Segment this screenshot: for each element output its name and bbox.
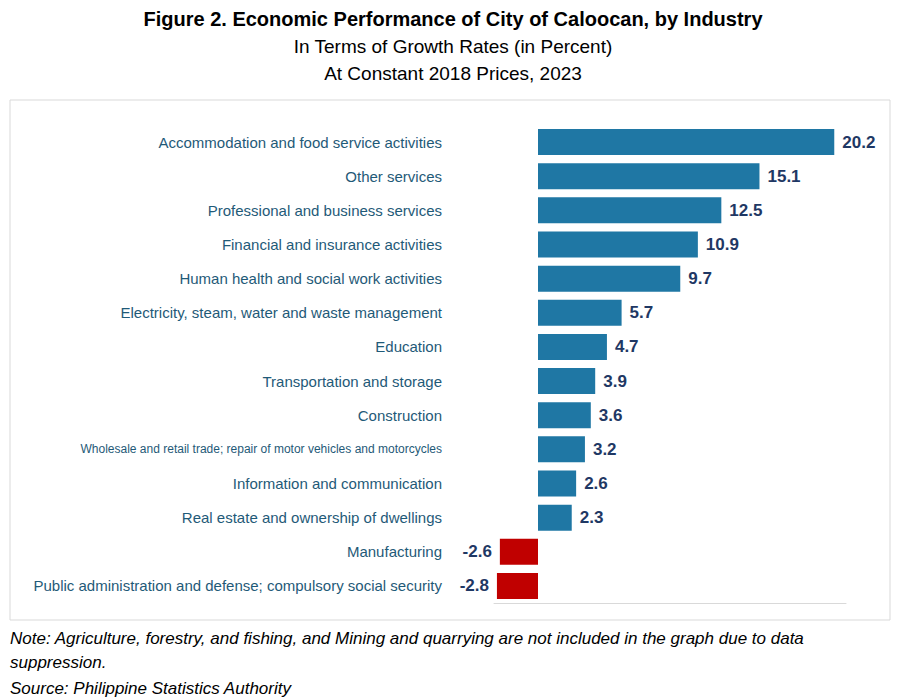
svg-text:12.5: 12.5 xyxy=(729,201,762,220)
svg-text:10.9: 10.9 xyxy=(706,235,739,254)
svg-text:Professional and business serv: Professional and business services xyxy=(208,202,442,219)
svg-text:Manufacturing: Manufacturing xyxy=(347,543,442,560)
svg-text:-2.8: -2.8 xyxy=(460,576,489,595)
svg-text:Public administration and defe: Public administration and defense; compu… xyxy=(33,577,442,594)
svg-text:Wholesale and retail trade; re: Wholesale and retail trade; repair of mo… xyxy=(81,442,443,456)
svg-text:Accommodation and food service: Accommodation and food service activitie… xyxy=(159,134,442,151)
svg-text:2.6: 2.6 xyxy=(584,474,608,493)
svg-text:Real estate and ownership of d: Real estate and ownership of dwellings xyxy=(182,509,442,526)
svg-text:Figure 2. Economic Performance: Figure 2. Economic Performance of City o… xyxy=(143,8,763,30)
svg-text:Education: Education xyxy=(375,338,442,355)
svg-text:Electricity, steam, water and: Electricity, steam, water and waste mana… xyxy=(120,304,442,321)
svg-text:Note: Agriculture, forestry, a: Note: Agriculture, forestry, and fishing… xyxy=(10,629,809,648)
svg-text:3.9: 3.9 xyxy=(603,372,627,391)
svg-text:In Terms of Growth Rates (in P: In Terms of Growth Rates (in Percent) xyxy=(294,36,613,57)
svg-text:suppression.: suppression. xyxy=(10,653,106,672)
svg-text:Human health and social work a: Human health and social work activities xyxy=(179,270,442,287)
svg-text:9.7: 9.7 xyxy=(688,269,712,288)
svg-text:20.2: 20.2 xyxy=(842,133,875,152)
svg-text:4.7: 4.7 xyxy=(615,337,639,356)
svg-text:5.7: 5.7 xyxy=(630,303,654,322)
svg-text:Other services: Other services xyxy=(345,168,442,185)
svg-text:3.2: 3.2 xyxy=(593,440,617,459)
svg-text:Financial and insurance activi: Financial and insurance activities xyxy=(222,236,442,253)
svg-text:Information and communication: Information and communication xyxy=(233,475,442,492)
svg-text:Source: Philippine Statistics: Source: Philippine Statistics Authority xyxy=(10,679,292,698)
svg-text:-2.6: -2.6 xyxy=(463,542,492,561)
svg-text:Transportation and storage: Transportation and storage xyxy=(262,373,442,390)
svg-text:Construction: Construction xyxy=(358,407,442,424)
svg-text:At Constant 2018 Prices, 2023: At Constant 2018 Prices, 2023 xyxy=(324,63,582,84)
svg-text:3.6: 3.6 xyxy=(599,406,623,425)
svg-text:15.1: 15.1 xyxy=(767,167,800,186)
svg-text:2.3: 2.3 xyxy=(580,508,604,527)
